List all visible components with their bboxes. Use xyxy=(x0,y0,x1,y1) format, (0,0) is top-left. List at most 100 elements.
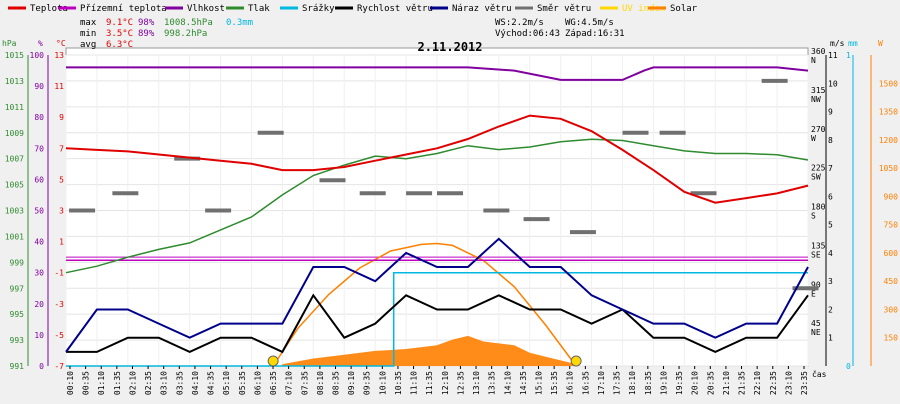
x-tick-label: 13:35 xyxy=(488,371,497,395)
y-tick-wind-dir-name: NE xyxy=(811,328,821,337)
y-tick-wind-speed: 7 xyxy=(828,164,833,173)
x-tick-label: 00:35 xyxy=(82,371,91,395)
y-tick-wind-speed: 10 xyxy=(828,79,838,88)
x-tick-label: 15:10 xyxy=(535,371,544,395)
y-tick-wind-speed: 9 xyxy=(828,108,833,117)
x-tick-label: 23:35 xyxy=(800,371,809,395)
y-tick-pressure: 1001 xyxy=(5,232,24,241)
x-tick-label: 11:35 xyxy=(425,371,434,395)
stats-max-rain: 0.3mm xyxy=(226,18,253,28)
solar-layer xyxy=(282,335,577,366)
x-tick-label: 15:35 xyxy=(550,371,559,395)
stats-max-press: 1008.5hPa xyxy=(164,18,213,28)
y-tick-solar: 600 xyxy=(884,249,899,258)
x-tick-label: 16:10 xyxy=(566,371,575,395)
y-tick-wind-speed: 1 xyxy=(828,334,833,343)
y-tick-wind-speed: 2 xyxy=(828,305,833,314)
y-tick-pressure: 995 xyxy=(10,310,25,319)
x-tick-label: 23:10 xyxy=(784,371,793,395)
series-náraz-větru xyxy=(65,237,809,353)
x-tick-label: 02:10 xyxy=(128,371,137,395)
y-tick-pressure: 1013 xyxy=(5,77,24,86)
y-tick-wind-dir-name: N xyxy=(811,56,816,65)
x-tick-label: 01:10 xyxy=(97,371,106,395)
series-vlhkost xyxy=(66,66,809,81)
series-rychlost-větru xyxy=(66,293,809,354)
stats-min-hum: 89% xyxy=(138,29,155,39)
series-teplota xyxy=(65,114,809,204)
chart-title: 2.11.2012 xyxy=(417,40,482,54)
y-tick-temperature: 5 xyxy=(59,175,64,184)
stats-min-temp: 3.5°C xyxy=(106,29,133,39)
y-tick-temperature: 11 xyxy=(54,82,64,91)
y-tick-humidity: 30 xyxy=(34,269,44,278)
series-srážky xyxy=(66,271,808,367)
x-tick-label: 16:35 xyxy=(581,371,590,395)
legend-label: Tlak xyxy=(248,4,270,14)
legend-label: UV index xyxy=(622,4,666,14)
y-tick-solar: 1500 xyxy=(879,79,898,88)
x-tick-label: 06:10 xyxy=(253,371,262,395)
series-tlak xyxy=(65,138,809,274)
x-tick-label: 17:35 xyxy=(613,371,622,395)
stats-max-label: max xyxy=(80,18,97,28)
stats-min-label: min xyxy=(80,29,96,39)
series-solar xyxy=(272,242,577,367)
stats-max-hum: 98% xyxy=(138,18,155,28)
x-axis-label: čas xyxy=(812,369,827,379)
y-tick-wind-speed: 5 xyxy=(828,221,833,230)
x-tick-label: 07:35 xyxy=(300,371,309,395)
y-tick-humidity: 100 xyxy=(30,51,45,60)
y-tick-wind-dir-name: SE xyxy=(811,250,821,259)
y-tick-pressure: 1009 xyxy=(5,129,24,138)
x-tick-label: 08:10 xyxy=(316,371,325,395)
series-layer xyxy=(65,66,809,367)
grid xyxy=(65,54,809,367)
axes: 1015101310111009100710051003100199999799… xyxy=(5,47,898,371)
sun-marker xyxy=(267,355,279,367)
sunset-time: Západ:16:31 xyxy=(565,29,625,39)
y-tick-temperature: 13 xyxy=(54,51,64,60)
y-tick-temperature: -3 xyxy=(54,300,64,309)
y-tick-temperature: 9 xyxy=(59,113,64,122)
x-tick-label: 03:35 xyxy=(175,371,184,395)
y-tick-wind-dir: 90 xyxy=(811,280,821,289)
y-tick-wind-dir: 180 xyxy=(811,203,826,212)
wind-ws: WS:2.2m/s xyxy=(495,18,544,28)
legend-label: Směr větru xyxy=(537,4,591,14)
y-tick-wind-dir-name: SW xyxy=(811,173,821,182)
y-tick-wind-speed: 3 xyxy=(828,277,833,286)
y-tick-wind-dir-name: E xyxy=(811,289,816,298)
axis-units: hPa % °C m/s mm W čas xyxy=(2,39,883,379)
y-tick-wind-speed: 6 xyxy=(828,192,833,201)
x-tick-label: 20:35 xyxy=(706,371,715,395)
sun-marker xyxy=(570,355,582,367)
x-tick-label: 10:35 xyxy=(394,371,403,395)
x-tick-label: 13:10 xyxy=(472,371,481,395)
stats-max-temp: 9.1°C xyxy=(106,18,133,28)
x-tick-label: 04:35 xyxy=(207,371,216,395)
y-tick-humidity: 90 xyxy=(34,82,44,91)
y-tick-solar: 1200 xyxy=(879,136,898,145)
x-tick-label: 19:10 xyxy=(659,371,668,395)
legend-label: Teplota xyxy=(30,4,68,14)
y-tick-solar: 1350 xyxy=(879,108,898,117)
x-tick-label: 20:10 xyxy=(691,371,700,395)
y-tick-humidity: 0 xyxy=(39,362,44,371)
x-tick-label: 09:10 xyxy=(347,371,356,395)
unit-wind-speed: m/s xyxy=(830,39,845,48)
x-tick-label: 17:10 xyxy=(597,371,606,395)
stats-avg-temp: 6.3°C xyxy=(106,40,133,50)
legend-label: Náraz větru xyxy=(452,4,512,14)
y-tick-temperature: -5 xyxy=(54,331,64,340)
legend: Teplota Přízemní teplota Vlhkost Tlak Srážky… xyxy=(8,4,698,14)
y-tick-humidity: 40 xyxy=(34,238,44,247)
x-tick-label: 21:35 xyxy=(738,371,747,395)
x-tick-label: 08:35 xyxy=(331,371,340,395)
y-tick-pressure: 999 xyxy=(10,258,25,267)
unit-humidity: % xyxy=(38,39,43,48)
x-tick-label: 05:10 xyxy=(222,371,231,395)
unit-pressure: hPa xyxy=(2,39,17,48)
legend-label: Srážky xyxy=(302,4,335,14)
